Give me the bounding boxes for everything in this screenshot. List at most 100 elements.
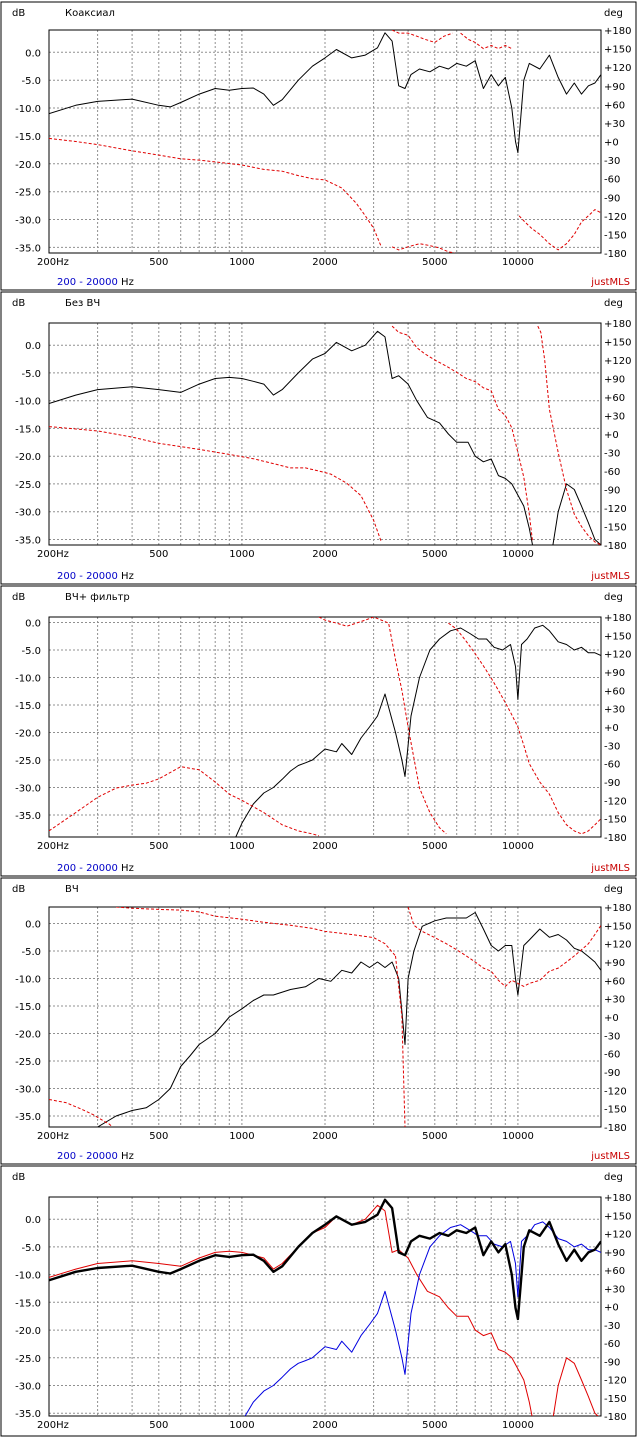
- y-tick-label: -25.0: [15, 1057, 41, 1068]
- series-phase: [391, 325, 534, 542]
- y2-tick-label: +0: [604, 430, 619, 441]
- y2-tick-label: +90: [604, 82, 625, 93]
- chart-title: Без ВЧ: [65, 298, 100, 309]
- deg-axis-label: deg: [604, 8, 623, 19]
- chart-panel-4: dB deg ВЧ 0.0 -5.0 -10.0 -15.0 -20.0 -25.0 -30.0 -…: [0, 877, 637, 1165]
- series-phase: [395, 955, 406, 1127]
- x-tick-label: 5000: [422, 1420, 447, 1431]
- series-sum_red: [49, 1204, 599, 1416]
- y-tick-label: -30.0: [15, 508, 41, 519]
- x-tick-label: 10000: [502, 841, 534, 852]
- x-tick-label: 500: [149, 257, 168, 268]
- y2-tick-label: -60: [604, 1050, 620, 1061]
- y2-tick-label: +30: [604, 119, 625, 130]
- x-tick-label: 2000: [312, 1131, 337, 1142]
- y-tick-label: -20.0: [15, 160, 41, 171]
- y2-tick-label: -120: [604, 212, 627, 223]
- x-tick-label: 10000: [502, 1420, 534, 1431]
- y-tick-label: 0.0: [25, 48, 41, 59]
- x-tick-label: 2000: [312, 1420, 337, 1431]
- y2-tick-label: -30: [604, 449, 620, 460]
- y-tick-label: -5.0: [21, 646, 41, 657]
- x-tick-label: 500: [149, 1420, 168, 1431]
- x-tick-label: 10000: [502, 1131, 534, 1142]
- panel-frame: [0, 1, 637, 291]
- y2-tick-label: +90: [604, 1248, 625, 1259]
- y2-tick-label: -30: [604, 156, 620, 167]
- y-tick-label: 0.0: [25, 920, 41, 931]
- x-tick-label: 500: [149, 1131, 168, 1142]
- y2-tick-label: +60: [604, 1266, 625, 1277]
- plot-area: [48, 616, 602, 838]
- series-phase: [448, 622, 601, 835]
- x-tick-label: 1000: [229, 1131, 254, 1142]
- y-tick-label: -35.0: [15, 1409, 41, 1420]
- y2-tick-label: -90: [604, 486, 620, 497]
- x-tick-label: 2000: [312, 549, 337, 560]
- y2-tick-label: +120: [604, 356, 631, 367]
- chart-title: ВЧ+ фильтр: [65, 592, 130, 603]
- y-tick-label: -30.0: [15, 1382, 41, 1393]
- brand-label: justMLS: [590, 1151, 630, 1162]
- y2-tick-label: -180: [604, 1412, 627, 1423]
- y-tick-label: -15.0: [15, 701, 41, 712]
- y2-tick-label: -120: [604, 504, 627, 515]
- freq-range: 200 - 20000 Hz: [57, 863, 134, 874]
- grid: [49, 907, 601, 1127]
- y2-tick-label: +180: [604, 1193, 631, 1204]
- x-tick-label: 200Hz: [37, 257, 69, 268]
- y2-tick-label: +30: [604, 995, 625, 1006]
- series-magnitude: [235, 624, 601, 837]
- y2-tick-label: +180: [604, 26, 631, 37]
- y2-tick-label: -180: [604, 541, 627, 552]
- y2-tick-label: +60: [604, 976, 625, 987]
- y-tick-label: 0.0: [25, 619, 41, 630]
- series: [49, 617, 601, 837]
- x-tick-label: 1000: [229, 1420, 254, 1431]
- panel-frame: [0, 291, 637, 585]
- series-phase: [49, 137, 382, 247]
- deg-axis-label: deg: [604, 1172, 623, 1183]
- series-phase: [518, 209, 601, 251]
- series-phase: [537, 325, 601, 545]
- y2-tick-label: -180: [604, 1123, 627, 1134]
- y2-tick-label: +60: [604, 393, 625, 404]
- brand-label: justMLS: [590, 277, 630, 288]
- series-phase: [391, 243, 455, 253]
- y-tick-label: -25.0: [15, 188, 41, 199]
- chart-panel-3: dB deg ВЧ+ фильтр 0.0 -5.0 -10.0 -15.0 -20.0 -25…: [0, 585, 637, 877]
- deg-axis-label: deg: [604, 884, 623, 895]
- y2-tick-label: +90: [604, 375, 625, 386]
- series: [49, 907, 601, 1127]
- y2-tick-label: +180: [604, 319, 631, 330]
- y2-tick-label: +90: [604, 668, 625, 679]
- deg-axis-label: deg: [604, 592, 623, 603]
- plot-area: [48, 29, 602, 254]
- y2-tick-label: +0: [604, 1303, 619, 1314]
- y2-tick-label: +120: [604, 650, 631, 661]
- y-tick-label: -20.0: [15, 1326, 41, 1337]
- y-tick-label: -5.0: [21, 1243, 41, 1254]
- y2-tick-label: -180: [604, 833, 627, 844]
- y2-tick-label: -90: [604, 1068, 620, 1079]
- x-tick-label: 10000: [502, 549, 534, 560]
- y2-tick-label: +120: [604, 63, 631, 74]
- series-phase: [391, 30, 453, 43]
- series-phase: [49, 1099, 113, 1127]
- chart-panel-1: dB deg Коаксиал 0.0 -5.0 -10.0 -15.0 -20.0 -25.0…: [0, 1, 637, 291]
- chart-title: Коаксиал: [65, 8, 115, 19]
- db-axis-label: dB: [12, 298, 25, 309]
- x-tick-label: 5000: [422, 549, 447, 560]
- y2-tick-label: -90: [604, 1357, 620, 1368]
- x-tick-label: 5000: [422, 841, 447, 852]
- x-tick-label: 1000: [229, 549, 254, 560]
- plot-area: [48, 322, 602, 546]
- series-magnitude: [49, 330, 601, 545]
- y2-tick-label: +30: [604, 705, 625, 716]
- y-tick-label: -25.0: [15, 1354, 41, 1365]
- y-tick-label: -25.0: [15, 480, 41, 491]
- y-tick-label: -10.0: [15, 1271, 41, 1282]
- db-axis-label: dB: [12, 8, 25, 19]
- y2-tick-label: -150: [604, 523, 627, 534]
- series-phase: [407, 907, 601, 987]
